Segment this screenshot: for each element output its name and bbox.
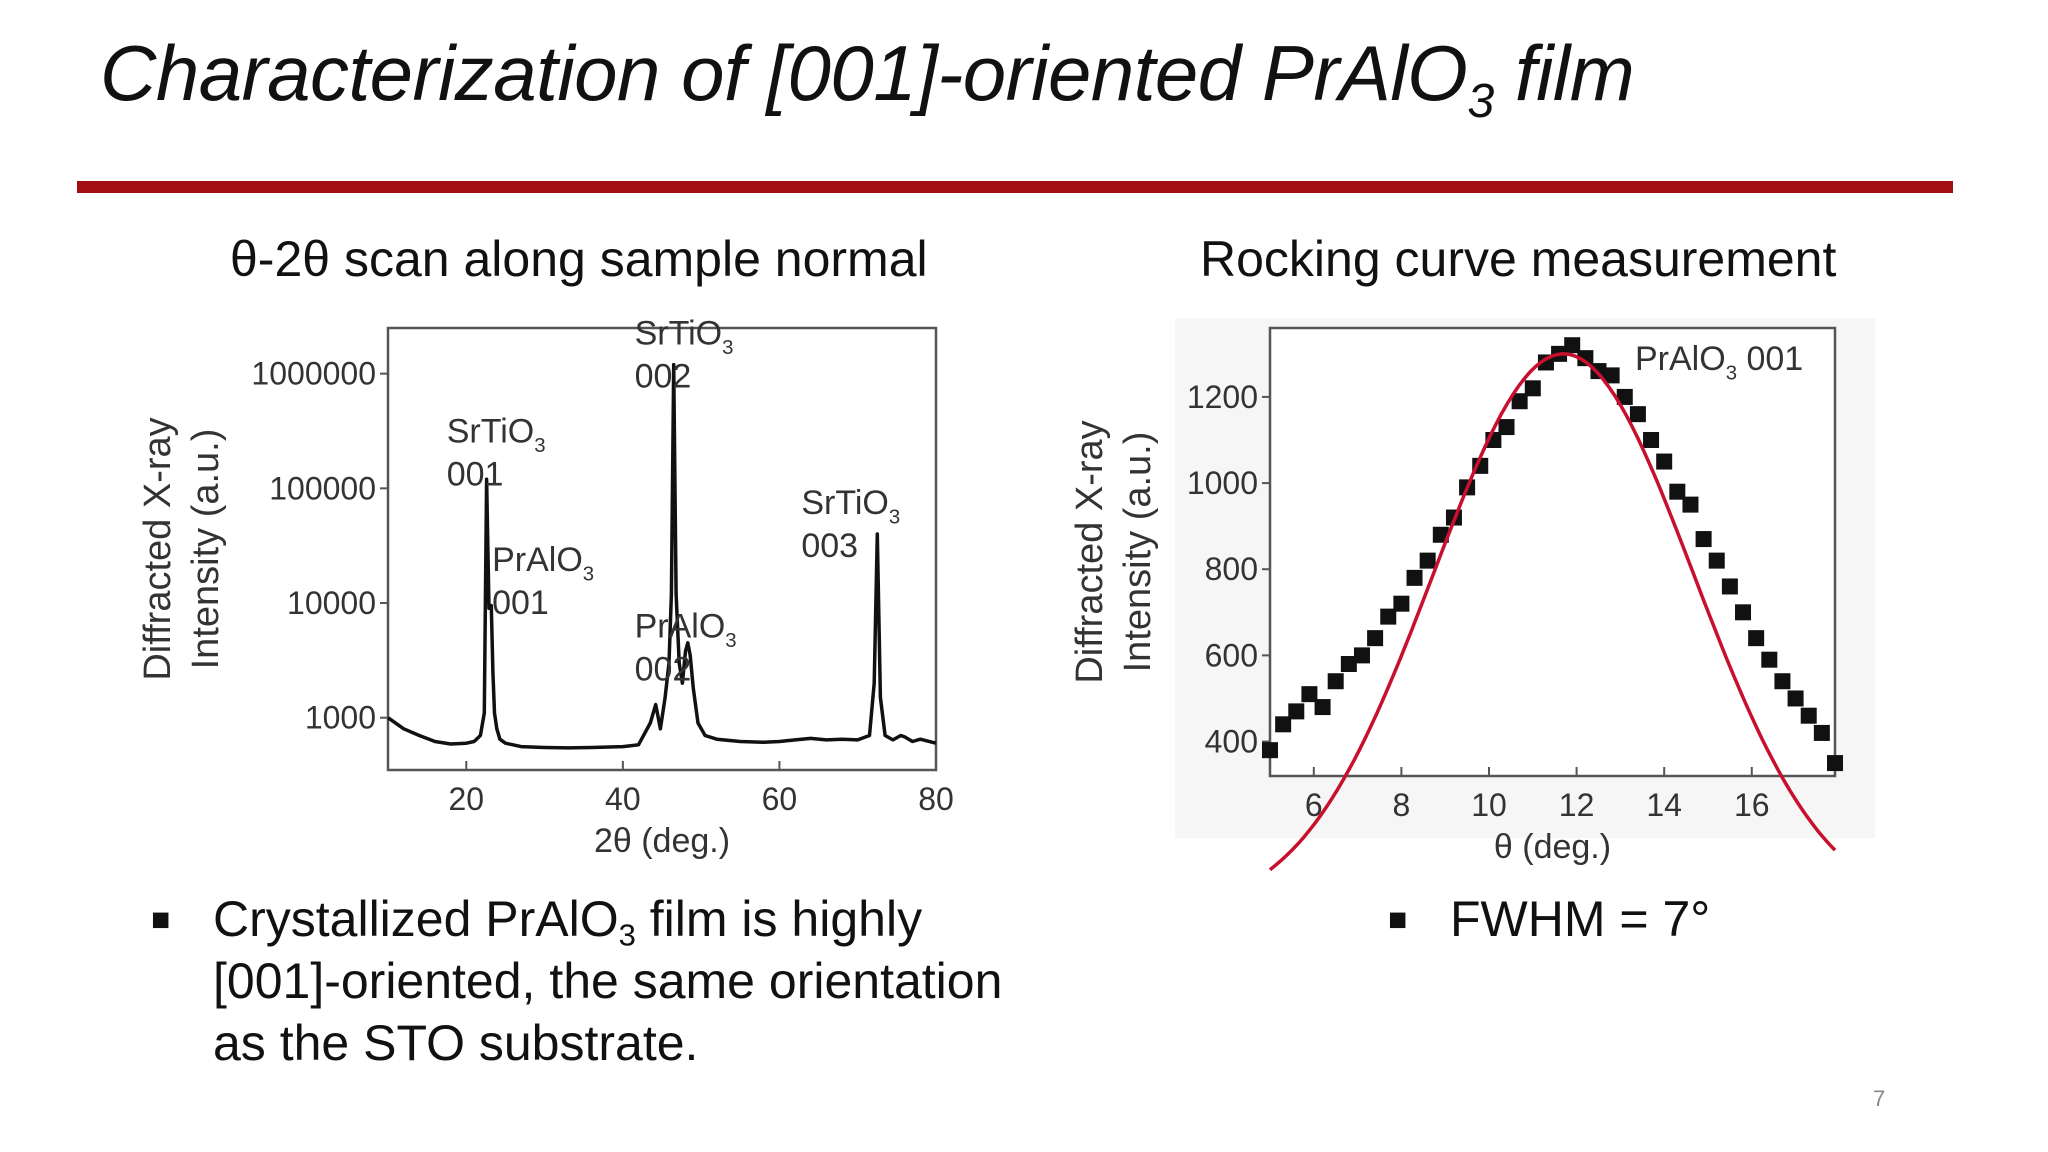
y-axis-label: Intensity (a.u.) — [1117, 432, 1159, 673]
data-point — [1577, 350, 1594, 367]
x-axis-label: 2θ (deg.) — [594, 822, 730, 860]
right-bullet: ■ FWHM = 7° — [1388, 888, 1850, 950]
peak-label: 001 — [492, 584, 549, 622]
data-point — [1327, 673, 1344, 690]
peak-label: SrTiO3 — [801, 484, 900, 529]
data-point — [1616, 388, 1633, 405]
data-point — [1367, 630, 1384, 647]
data-point — [1787, 690, 1804, 707]
page-number: 7 — [1873, 1086, 1886, 1111]
data-point — [1564, 337, 1581, 354]
x-tick-label: 60 — [762, 781, 798, 817]
data-point — [1656, 453, 1673, 470]
data-point — [1695, 531, 1712, 548]
x-tick-label: 80 — [918, 781, 954, 817]
plot-frame — [1268, 326, 1837, 778]
y-tick-label: 400 — [1205, 724, 1258, 760]
data-point — [1380, 608, 1397, 625]
data-point — [1511, 393, 1528, 410]
left-bullet: ■ Crystallized PrAlO3 film is highly [00… — [151, 888, 1033, 1074]
y-tick-label: 10000 — [287, 585, 376, 621]
y-tick-label: 1000000 — [251, 356, 376, 392]
data-point — [1301, 686, 1318, 703]
y-axis-label: Diffracted X-ray — [137, 417, 179, 680]
x-tick-label: 10 — [1471, 787, 1507, 823]
y-tick-label: 600 — [1205, 637, 1258, 673]
peak-label: 003 — [801, 527, 858, 565]
y-axis-label: Intensity (a.u.) — [185, 429, 227, 670]
scan-line — [386, 362, 937, 750]
peak-label: 002 — [635, 357, 692, 395]
x-tick-label: 16 — [1734, 787, 1770, 823]
data-point — [1590, 363, 1607, 380]
bullet-marker: ■ — [151, 901, 171, 937]
data-point — [1827, 755, 1843, 772]
gaussian-fit-curve — [1268, 352, 1837, 872]
data-point — [1419, 552, 1436, 569]
data-point — [1800, 707, 1817, 724]
legend-label: PrAlO3 001 — [1635, 340, 1803, 385]
data-point — [1721, 578, 1738, 595]
data-point — [1524, 380, 1541, 397]
peak-label: 002 — [635, 651, 692, 689]
data-point — [1761, 651, 1778, 668]
data-point — [1603, 367, 1620, 384]
x-tick-label: 14 — [1646, 787, 1682, 823]
left-bullet-text-rest: film is highly [001]-oriented, the same … — [213, 891, 1003, 1071]
y-tick-label: 1200 — [1187, 379, 1258, 415]
y-tick-label: 1000 — [305, 700, 376, 736]
data-point — [1432, 526, 1449, 543]
data-point — [1748, 630, 1765, 647]
data-point — [1393, 595, 1410, 612]
bullet-marker: ■ — [1388, 901, 1408, 937]
title-suffix: film — [1493, 29, 1635, 117]
data-point — [1314, 699, 1331, 716]
peak-label: SrTiO3 — [635, 314, 734, 359]
y-tick-label: 800 — [1205, 551, 1258, 587]
peak-label: 001 — [447, 456, 504, 494]
x-tick-label: 12 — [1559, 787, 1595, 823]
x-tick-label: 8 — [1392, 787, 1410, 823]
title-divider — [77, 181, 1953, 193]
data-point — [1275, 716, 1292, 733]
data-point — [1262, 742, 1278, 759]
data-point — [1669, 483, 1686, 500]
title-subscript: 3 — [1467, 73, 1494, 128]
x-tick-label: 40 — [605, 781, 641, 817]
data-point — [1288, 703, 1305, 720]
data-point — [1813, 724, 1830, 741]
data-point — [1735, 604, 1752, 621]
rocking-curve-chart: 6 8 10 12 14 16 400 600 800 1000 1200 θ (deg.) Diffr… — [1069, 318, 1875, 872]
data-point — [1629, 406, 1646, 423]
peak-label: SrTiO3 — [447, 413, 546, 458]
y-tick-label: 100000 — [269, 470, 376, 506]
x-axis-label: θ (deg.) — [1494, 828, 1611, 866]
y-tick-label: 1000 — [1187, 465, 1258, 501]
data-point — [1340, 656, 1357, 672]
left-bullet-text: Crystallized PrAlO — [213, 891, 619, 947]
data-point — [1708, 552, 1725, 569]
left-bullet-subscript: 3 — [618, 917, 636, 953]
data-point — [1498, 419, 1515, 436]
title-text: Characterization of [001]-oriented PrAlO — [100, 29, 1468, 117]
data-point — [1406, 569, 1423, 586]
x-tick-label: 20 — [448, 781, 484, 817]
y-axis-label: Diffracted X-ray — [1069, 420, 1111, 683]
peak-label: PrAlO3 — [635, 608, 737, 653]
data-point — [1682, 496, 1699, 513]
plot-frame — [386, 326, 938, 772]
data-point — [1643, 432, 1660, 448]
right-bullet-text: FWHM = 7° — [1450, 891, 1711, 947]
data-point — [1774, 673, 1791, 690]
x-tick-label: 6 — [1305, 787, 1323, 823]
peak-label: PrAlO3 — [492, 541, 594, 586]
left-panel-title: θ-2θ scan along sample normal — [230, 231, 928, 287]
plot-area — [1270, 328, 1835, 776]
data-point — [1353, 647, 1370, 664]
theta-2theta-chart: 20 40 60 80 1000 10000 100000 1000000 2θ (deg.) D… — [137, 314, 954, 860]
right-panel-title: Rocking curve measurement — [1200, 231, 1837, 287]
slide-title: Characterization of [001]-oriented PrAlO… — [100, 28, 1635, 125]
